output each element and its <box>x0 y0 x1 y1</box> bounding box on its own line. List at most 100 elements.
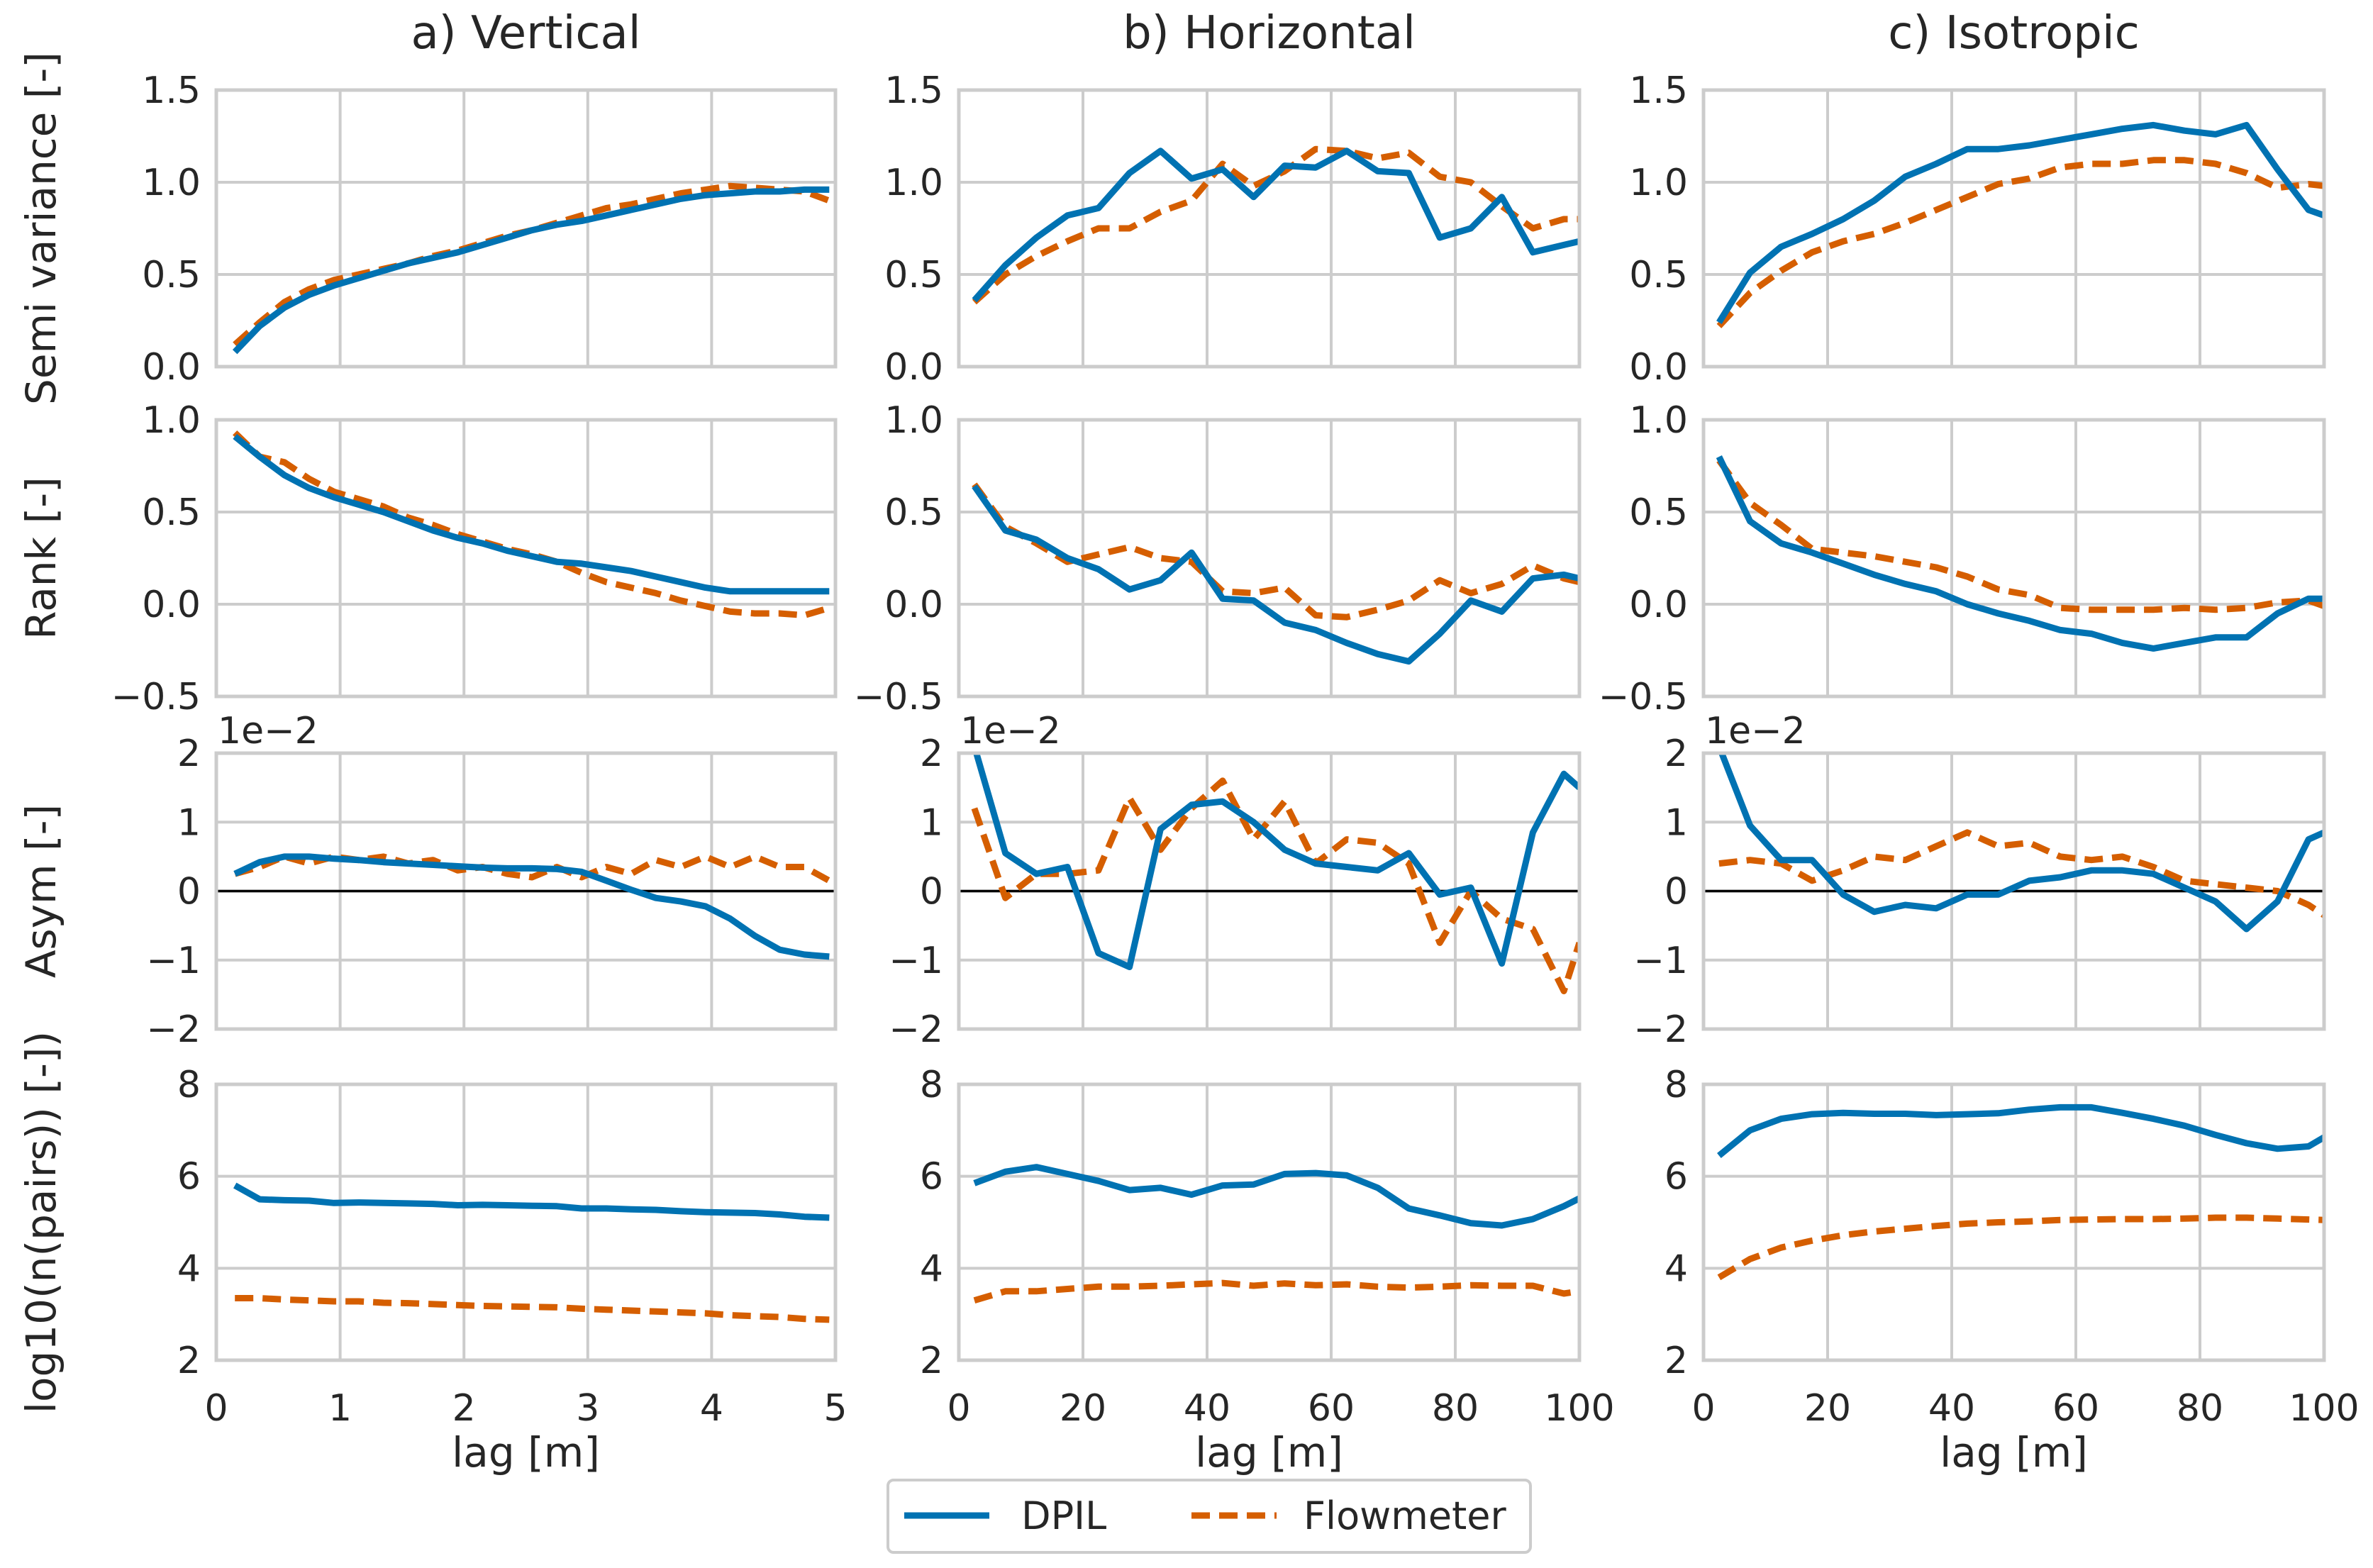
series-group <box>972 482 1579 665</box>
series-line-dpil <box>972 484 1579 665</box>
panel: 0.0 0.5 1.0 1.5 <box>142 69 838 389</box>
series-line-flowmeter <box>973 1279 1579 1304</box>
series-line-dpil <box>972 148 1579 303</box>
series-group <box>1716 121 2324 328</box>
x-tick-label: 60 <box>2052 1387 2099 1430</box>
y-tick-label: −0.5 <box>1599 676 1688 718</box>
y-tick-label: −2 <box>146 1008 201 1051</box>
panel: −0.5 0.0 0.5 1.0 <box>854 399 1582 718</box>
panel: 0.0 0.5 1.0 1.5 <box>1629 69 2326 389</box>
series-line-dpil <box>233 433 830 595</box>
y-tick-label: 6 <box>177 1156 201 1199</box>
series-group <box>233 853 831 960</box>
y-tick-label: 0 <box>920 871 943 913</box>
panel: −2 −1 0 1 2 1e−2 <box>146 710 838 1051</box>
y-tick-label: 6 <box>920 1156 943 1199</box>
x-tick-label: 40 <box>1928 1387 1975 1430</box>
y-tick-label: 2 <box>1665 1340 1688 1382</box>
series-group <box>233 430 830 619</box>
row-ylabel-group: Semi variance [-] <box>17 52 65 405</box>
y-tick-label: 4 <box>920 1247 943 1290</box>
series-line-flowmeter <box>1717 1214 2324 1281</box>
y-tick-label: −1 <box>1633 940 1688 982</box>
y-tick-label: −0.5 <box>111 676 201 718</box>
panel: −2 −1 0 1 2 1e−2 <box>889 710 1582 1051</box>
series-line-flowmeter <box>1716 458 2324 613</box>
x-tick-label: 1 <box>328 1387 352 1430</box>
series-line-dpil <box>973 753 1579 970</box>
y-tick-label: 8 <box>177 1064 201 1106</box>
x-tick-label: 2 <box>452 1387 476 1430</box>
legend-label-flowmeter: Flowmeter <box>1304 1494 1506 1538</box>
y-tick-label: 1 <box>177 801 201 844</box>
y-tick-label: 4 <box>1665 1247 1688 1290</box>
panel-frame <box>214 418 838 699</box>
panel-frame <box>214 751 838 1031</box>
column-title: c) Isotropic <box>1888 7 2140 60</box>
series-line-dpil <box>973 1164 1579 1229</box>
y-tick-label: 0 <box>177 871 201 913</box>
series-group <box>1717 1103 2324 1281</box>
series-line-flowmeter <box>972 482 1579 621</box>
x-tick-label: 60 <box>1308 1387 1355 1430</box>
axis-offset-label: 1e−2 <box>960 710 1061 752</box>
y-tick-label: 1.0 <box>142 399 201 442</box>
legend: DPIL Flowmeter <box>887 1479 1532 1554</box>
y-tick-label: 0.0 <box>1629 584 1688 626</box>
y-tick-label: 1.5 <box>884 69 943 112</box>
x-tick-label: 100 <box>1544 1387 1614 1430</box>
x-tick-label: 20 <box>1060 1387 1106 1430</box>
y-tick-label: 2 <box>1665 733 1688 775</box>
y-tick-label: 0.0 <box>142 584 201 626</box>
series-line-dpil <box>1717 1103 2324 1158</box>
panel-frame <box>957 88 1582 369</box>
series-line-flowmeter <box>1716 157 2324 328</box>
axis-offset-label: 1e−2 <box>1705 710 1806 752</box>
y-tick-label: 0.0 <box>884 584 943 626</box>
series-group <box>232 182 830 355</box>
series-line-dpil <box>232 186 830 355</box>
y-tick-label: 1.5 <box>1629 69 1688 112</box>
panel: −0.5 0.0 0.5 1.0 <box>1599 399 2326 718</box>
x-tick-label: 0 <box>947 1387 970 1430</box>
y-tick-label: −1 <box>889 940 943 982</box>
y-tick-label: 0.5 <box>142 254 201 296</box>
x-tick-label: 20 <box>1804 1387 1851 1430</box>
x-tick-label: 80 <box>1432 1387 1479 1430</box>
series-line-dpil <box>1718 753 2324 933</box>
panel: 2 4 6 8 0 1 2 3 4 5 lag [m] <box>177 1064 848 1477</box>
row-ylabel: Asym [-] <box>17 804 65 978</box>
y-tick-label: 0 <box>1665 871 1688 913</box>
row-ylabel-group: Rank [-] <box>17 477 65 640</box>
panel: 0.0 0.5 1.0 1.5 <box>884 69 1582 389</box>
row-ylabel-group: log10(n(pairs)) [-]) <box>17 1031 65 1413</box>
series-group <box>233 1182 830 1323</box>
x-tick-label: 5 <box>823 1387 847 1430</box>
x-tick-label: 4 <box>700 1387 723 1430</box>
row-ylabel: Rank [-] <box>17 477 65 640</box>
x-tick-label: 0 <box>204 1387 228 1430</box>
series-group <box>1718 753 2324 933</box>
series-group <box>971 753 1579 994</box>
panel-frame <box>957 1082 1582 1362</box>
y-tick-label: 1.0 <box>142 162 201 204</box>
row-ylabel-group: Asym [-] <box>17 804 65 978</box>
panel-frame <box>1701 1082 2326 1362</box>
column-title: b) Horizontal <box>1123 7 1416 60</box>
series-group <box>1716 455 2324 652</box>
x-axis-label: lag [m] <box>1940 1428 2088 1477</box>
y-tick-label: 6 <box>1665 1156 1688 1199</box>
y-tick-label: 0.5 <box>884 254 943 296</box>
y-tick-label: 1.0 <box>1629 399 1688 442</box>
y-tick-label: 2 <box>177 733 201 775</box>
y-tick-label: 0.0 <box>884 346 943 389</box>
series-line-flowmeter <box>972 145 1579 305</box>
y-tick-label: 0.5 <box>1629 491 1688 534</box>
y-tick-label: 1 <box>1665 801 1688 844</box>
axis-offset-label: 1e−2 <box>218 710 318 752</box>
x-axis-label: lag [m] <box>452 1428 600 1477</box>
series-line-dpil <box>1716 455 2324 652</box>
